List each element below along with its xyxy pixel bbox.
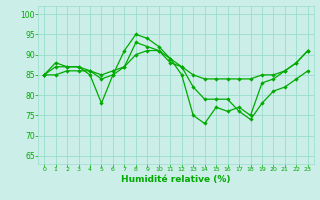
X-axis label: Humidité relative (%): Humidité relative (%) [121,175,231,184]
